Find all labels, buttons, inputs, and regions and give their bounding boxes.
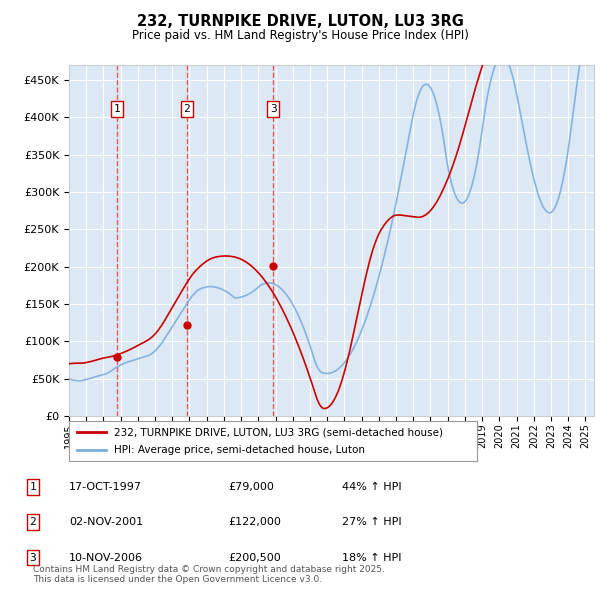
Text: 3: 3 — [29, 553, 37, 562]
Text: 2: 2 — [29, 517, 37, 527]
Text: 232, TURNPIKE DRIVE, LUTON, LU3 3RG (semi-detached house): 232, TURNPIKE DRIVE, LUTON, LU3 3RG (sem… — [114, 428, 443, 438]
Text: Price paid vs. HM Land Registry's House Price Index (HPI): Price paid vs. HM Land Registry's House … — [131, 29, 469, 42]
Text: 232, TURNPIKE DRIVE, LUTON, LU3 3RG: 232, TURNPIKE DRIVE, LUTON, LU3 3RG — [137, 14, 463, 30]
Text: 3: 3 — [270, 104, 277, 114]
Text: 1: 1 — [113, 104, 121, 114]
Text: 10-NOV-2006: 10-NOV-2006 — [69, 553, 143, 562]
Text: £79,000: £79,000 — [228, 482, 274, 491]
Text: 44% ↑ HPI: 44% ↑ HPI — [342, 482, 401, 491]
Text: 27% ↑ HPI: 27% ↑ HPI — [342, 517, 401, 527]
Text: 02-NOV-2001: 02-NOV-2001 — [69, 517, 143, 527]
Text: £122,000: £122,000 — [228, 517, 281, 527]
Text: 1: 1 — [29, 482, 37, 491]
Text: 17-OCT-1997: 17-OCT-1997 — [69, 482, 142, 491]
Text: HPI: Average price, semi-detached house, Luton: HPI: Average price, semi-detached house,… — [114, 445, 365, 455]
Text: Contains HM Land Registry data © Crown copyright and database right 2025.
This d: Contains HM Land Registry data © Crown c… — [33, 565, 385, 584]
Text: 18% ↑ HPI: 18% ↑ HPI — [342, 553, 401, 562]
Text: £200,500: £200,500 — [228, 553, 281, 562]
Text: 2: 2 — [184, 104, 190, 114]
